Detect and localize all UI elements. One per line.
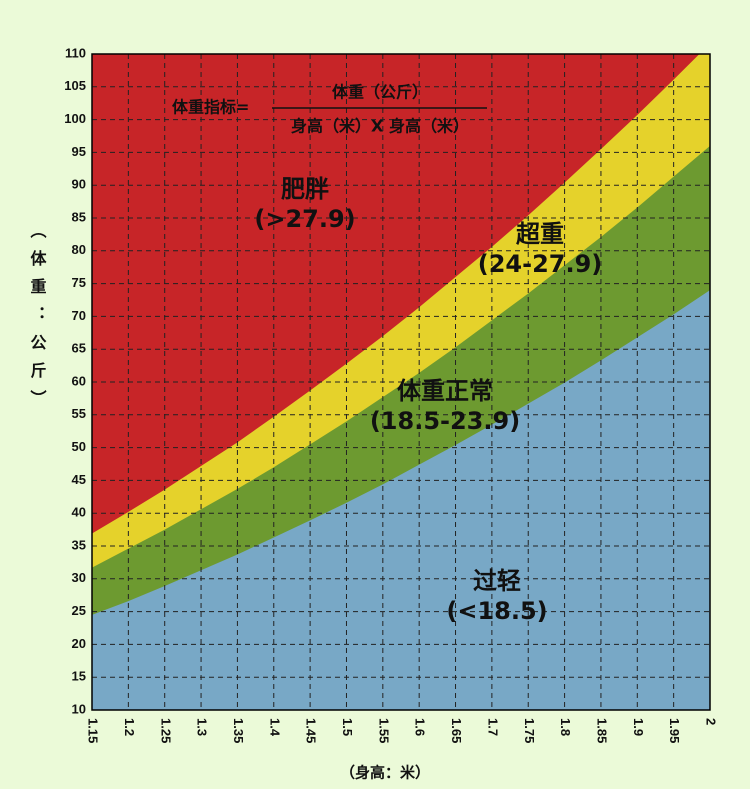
y-tick-label: 90 [72,177,86,192]
x-tick-label: 1.65 [449,718,464,743]
x-tick-label: 1.95 [667,718,682,743]
x-tick-label: 1.5 [340,718,355,736]
y-tick-label: 105 [64,78,86,93]
x-tick-label: 2 [704,718,719,725]
y-tick-label: 75 [72,275,86,290]
formula-denominator: 身高（米）X 身高（米） [291,117,469,136]
y-tick-label: 20 [72,636,86,651]
y-tick-label: 45 [72,472,86,487]
x-tick-label: 1.3 [195,718,210,736]
band-range: (18.5-23.9) [370,407,520,435]
y-tick-label: 110 [65,45,86,60]
x-tick-label: 1.15 [86,718,101,743]
formula-lhs: 体重指标= [172,98,249,117]
y-tick-label: 60 [72,373,86,388]
y-tick-label: 30 [72,570,86,585]
y-axis-label: （体重：公斤） [28,222,47,418]
x-tick-label: 1.35 [231,718,246,743]
y-tick-label: 25 [72,603,86,618]
band-range: (<18.5) [446,597,547,625]
band-range: (24-27.9) [478,250,603,278]
y-tick-label: 85 [72,209,86,224]
x-tick-label: 1.45 [304,718,319,743]
band-name: 过轻 [473,567,521,595]
x-tick-label: 1.6 [413,718,428,736]
y-tick-label: 15 [72,669,86,684]
y-tick-label: 10 [72,701,86,716]
x-tick-label: 1.55 [376,718,391,743]
band-name: 超重 [516,220,564,248]
formula-numerator: 体重（公斤） [332,83,428,102]
x-axis-label: （身高：米） [340,764,430,782]
y-tick-label: 80 [72,242,86,257]
y-tick-label: 40 [72,505,86,520]
band-name: 肥胖 [281,175,329,203]
x-tick-label: 1.25 [158,718,173,743]
band-area [92,290,710,710]
y-tick-label: 55 [72,406,86,421]
y-tick-label: 35 [72,537,86,552]
x-tick-label: 1.4 [267,718,282,737]
x-tick-label: 1.9 [631,718,646,736]
band-range: (>27.9) [254,205,355,233]
y-tick-label: 50 [72,439,86,454]
x-tick-label: 1.2 [122,718,137,736]
x-tick-label: 1.7 [485,718,500,736]
y-tick-label: 100 [64,111,86,126]
grid [91,53,711,711]
band-name: 体重正常 [397,377,493,405]
y-tick-label: 70 [72,308,86,323]
x-tick-label: 1.85 [595,718,610,743]
x-tick-label: 1.8 [558,718,573,736]
x-tick-label: 1.75 [522,718,537,743]
plot-border [91,53,711,711]
y-tick-label: 95 [72,144,86,159]
y-tick-label: 65 [72,341,86,356]
